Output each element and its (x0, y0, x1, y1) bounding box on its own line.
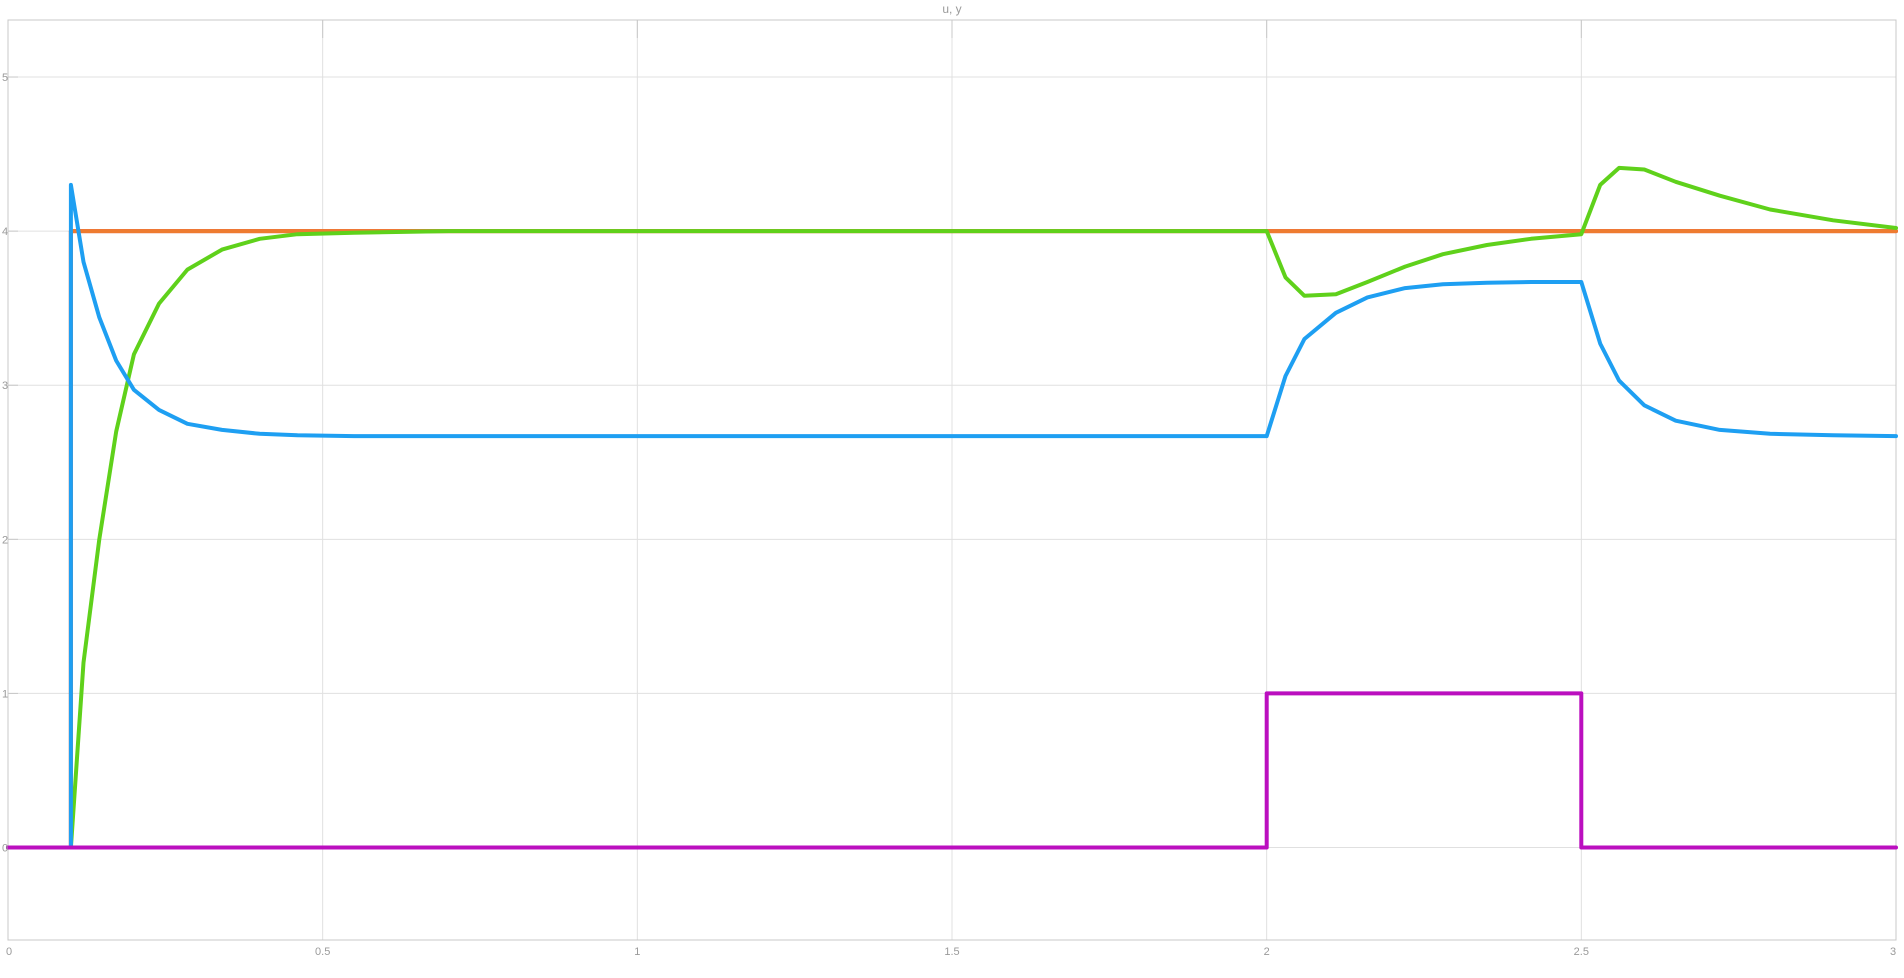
x-tick-label: 1 (634, 946, 640, 958)
x-tick-label: 2.5 (1574, 946, 1589, 958)
x-tick-label: 3 (1890, 946, 1896, 958)
y-tick-label: 2 (2, 534, 8, 546)
plot-frame (7, 19, 1897, 941)
x-tick-label: 2 (1264, 946, 1270, 958)
chart-title: u, y (942, 2, 961, 16)
series-line-4 (6, 182, 1898, 850)
y-tick-label: 3 (2, 380, 8, 392)
series-line-5 (6, 691, 1898, 850)
y-tick-label: 4 (2, 226, 8, 238)
x-tick-label: 1.5 (944, 946, 959, 958)
y-tick-label: 0 (2, 843, 8, 855)
y-tick-label: 5 (2, 72, 8, 84)
series-line-3 (6, 165, 1898, 850)
x-tick-label: 0 (6, 946, 12, 958)
series-group (6, 165, 1898, 850)
tick-labels: 0 0.5 1 1.5 2 2.5 3 0 1 2 3 4 5 (2, 72, 1896, 958)
x-tick-label: 0.5 (315, 946, 330, 958)
y-tick-label: 1 (2, 688, 8, 700)
